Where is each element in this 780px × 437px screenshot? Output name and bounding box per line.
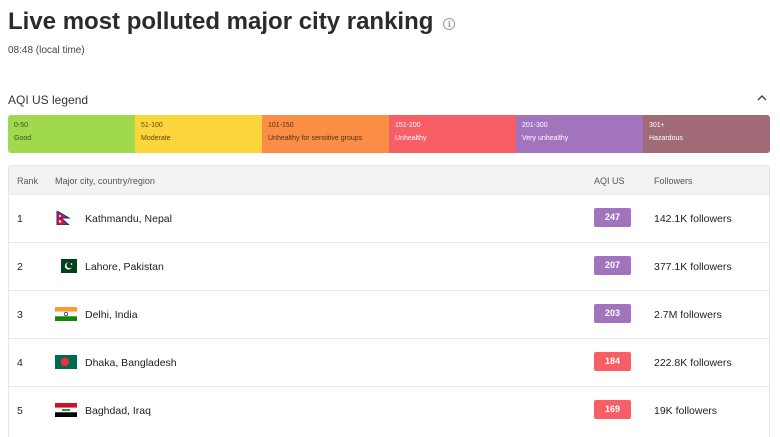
legend-segment-unhealthy: 151-200 Unhealthy (389, 115, 516, 153)
legend-label: Hazardous (649, 135, 683, 142)
legend-range: 201-300 (522, 122, 548, 129)
nepal-flag-icon (56, 211, 71, 225)
legend-range: 51-100 (141, 122, 163, 129)
column-header-aqi: AQI US (594, 176, 625, 186)
legend-segment-very-unhealthy: 201-300 Very unhealthy (516, 115, 643, 153)
pakistan-flag-icon (55, 259, 77, 273)
rank-cell: 3 (17, 309, 23, 321)
rank-cell: 4 (17, 357, 23, 369)
city-link[interactable]: Baghdad, Iraq (85, 405, 151, 417)
local-time: 08:48 (local time) (8, 45, 85, 56)
legend-range: 301+ (649, 122, 665, 129)
column-header-followers: Followers (654, 176, 693, 186)
table-row[interactable]: 3 Delhi, India 203 2.7M followers (9, 290, 769, 338)
info-icon[interactable]: i (443, 18, 456, 30)
rank-cell: 5 (17, 405, 23, 417)
legend-label: Unhealthy (395, 135, 427, 142)
bangladesh-flag-icon (55, 355, 77, 369)
aqi-badge: 247 (594, 208, 631, 227)
aqi-badge: 203 (594, 304, 631, 323)
legend-label: Unhealthy for sensitive groups (268, 135, 363, 142)
legend-range: 101-150 (268, 122, 294, 129)
legend-label: Good (14, 135, 32, 142)
chevron-up-icon[interactable] (756, 92, 768, 104)
legend-label: Moderate (141, 135, 171, 142)
city-link[interactable]: Lahore, Pakistan (85, 261, 164, 273)
page-header: Live most polluted major city ranking i (8, 8, 456, 36)
table-row[interactable]: 2 Lahore, Pakistan 207 377.1K followers (9, 242, 769, 290)
city-link[interactable]: Kathmandu, Nepal (85, 213, 172, 225)
table-row[interactable]: 5 Baghdad, Iraq 169 19K followers (9, 386, 769, 434)
legend-segment-sensitive: 101-150 Unhealthy for sensitive groups (262, 115, 389, 153)
city-link[interactable]: Delhi, India (85, 309, 138, 321)
column-header-rank: Rank (17, 176, 39, 186)
rank-cell: 1 (17, 213, 23, 225)
followers-count: 2.7M followers (654, 309, 722, 321)
legend-range: 0-50 (14, 122, 29, 129)
table-row[interactable]: 1 Kathmandu, Nepal 247 142.1K followers (9, 194, 769, 242)
aqi-legend-bar: 0-50 Good 51-100 Moderate 101-150 Unheal… (8, 115, 770, 153)
column-header-city: Major city, country/region (55, 176, 155, 186)
iraq-flag-icon (55, 403, 77, 417)
legend-title: AQI US legend (8, 93, 89, 107)
aqi-badge: 207 (594, 256, 631, 275)
legend-segment-good: 0-50 Good (8, 115, 135, 153)
table-row[interactable]: 4 Dhaka, Bangladesh 184 222.8K followers (9, 338, 769, 386)
followers-count: 222.8K followers (654, 357, 732, 369)
table-header: Rank Major city, country/region AQI US F… (9, 166, 769, 194)
legend-range: 151-200 (395, 122, 421, 129)
aqi-badge: 184 (594, 352, 631, 371)
followers-count: 142.1K followers (654, 213, 732, 225)
city-ranking-table: Rank Major city, country/region AQI US F… (8, 165, 770, 437)
india-flag-icon (55, 307, 77, 321)
legend-segment-hazardous: 301+ Hazardous (643, 115, 770, 153)
page-title: Live most polluted major city ranking (8, 8, 434, 35)
rank-cell: 2 (17, 261, 23, 273)
city-link[interactable]: Dhaka, Bangladesh (85, 357, 177, 369)
followers-count: 377.1K followers (654, 261, 732, 273)
aqi-badge: 169 (594, 400, 631, 419)
legend-segment-moderate: 51-100 Moderate (135, 115, 262, 153)
legend-label: Very unhealthy (522, 135, 569, 142)
followers-count: 19K followers (654, 405, 718, 417)
legend-header[interactable]: AQI US legend (8, 91, 770, 107)
